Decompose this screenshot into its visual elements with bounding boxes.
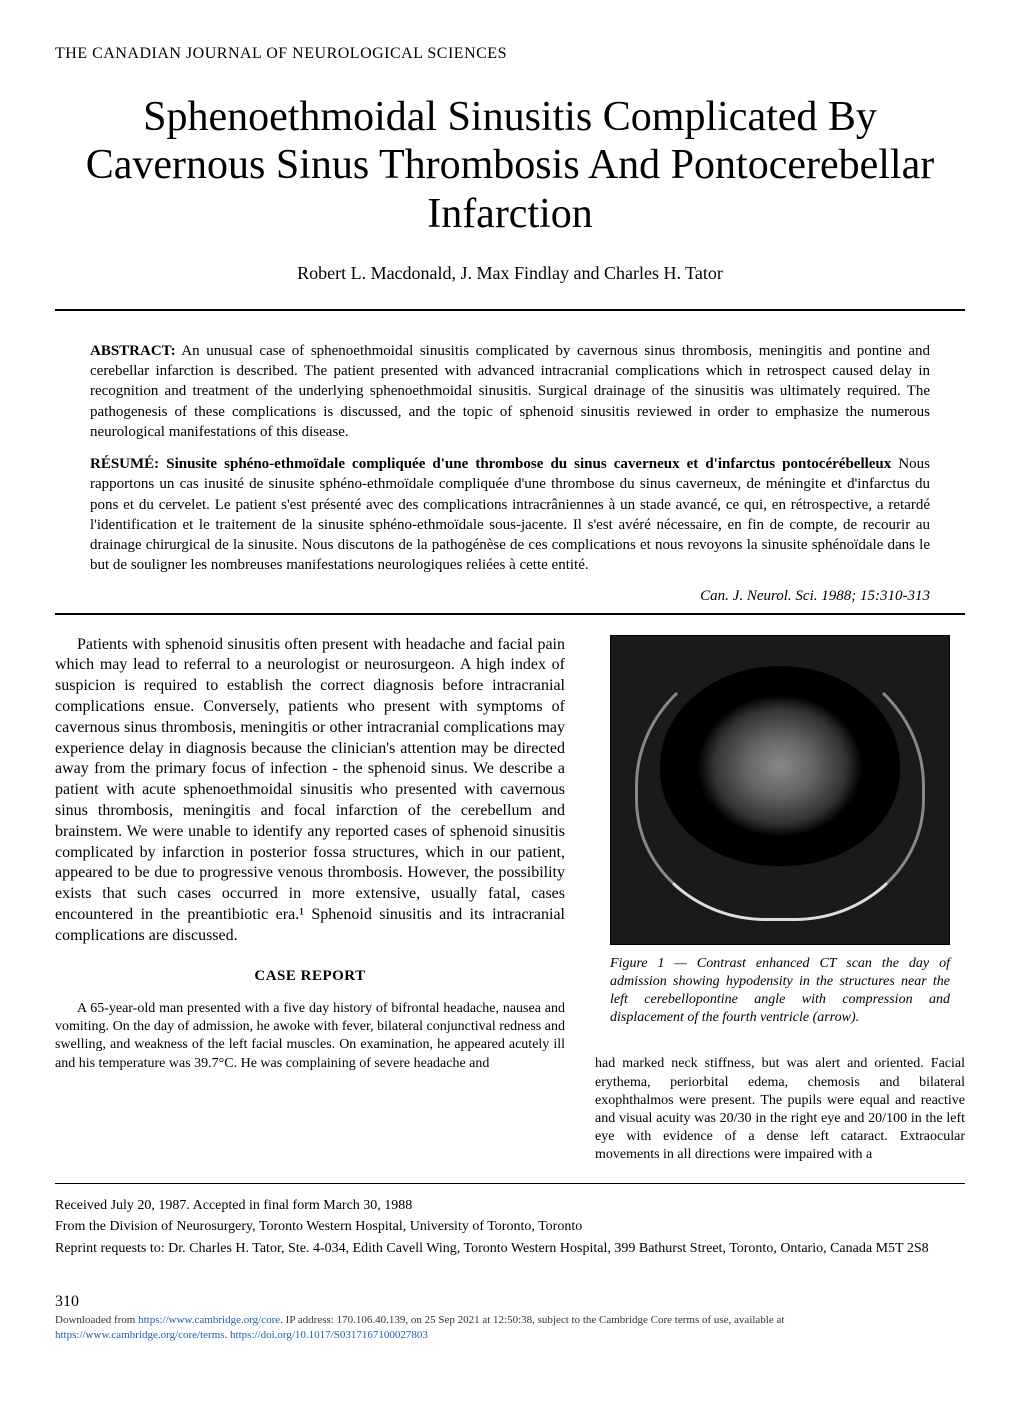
figure-ct-scan [610,635,950,945]
abstract-text: An unusual case of sphenoethmoidal sinus… [90,343,930,440]
cambridge-terms-link[interactable]: https://www.cambridge.org/core/terms [55,1329,225,1341]
from-line: From the Division of Neurosurgery, Toron… [55,1217,965,1237]
authors: Robert L. Macdonald, J. Max Findlay and … [55,263,965,284]
resume-paragraph: RÉSUMÉ: Sinusite sphéno-ethmoïdale compl… [90,454,930,576]
intro-paragraph: Patients with sphenoid sinusitis often p… [55,635,565,947]
case-report-right-text: had marked neck stiffness, but was alert… [595,1055,965,1164]
cambridge-core-link[interactable]: https://www.cambridge.org/core [138,1314,280,1326]
resume-label: RÉSUMÉ: [90,456,159,472]
resume-title: Sinusite sphéno-ethmoïdale compliquée d'… [166,456,891,472]
case-report-left-text: A 65-year-old man presented with a five … [55,1000,565,1073]
figure-caption: Figure 1 — Contrast enhanced CT scan the… [595,955,965,1028]
main-content: Patients with sphenoid sinusitis often p… [55,635,965,1165]
page-number: 310 [55,1293,965,1311]
divider-top [55,309,965,311]
reprint-line: Reprint requests to: Dr. Charles H. Tato… [55,1239,965,1259]
article-title: Sphenoethmoidal Sinusitis Complicated By… [55,93,965,238]
case-report-heading: CASE REPORT [55,967,565,987]
received-date: Received July 20, 1987. Accepted in fina… [55,1196,965,1216]
doi-link[interactable]: https://doi.org/10.1017/S031716710002780… [230,1329,428,1341]
abstract-paragraph: ABSTRACT: An unusual case of sphenoethmo… [90,341,930,442]
ct-brain-image [660,666,900,866]
download-notice: Downloaded from https://www.cambridge.or… [55,1313,965,1342]
divider-footer [55,1183,965,1184]
journal-name: THE CANADIAN JOURNAL OF NEUROLOGICAL SCI… [55,45,965,63]
download-prefix: Downloaded from [55,1314,138,1326]
right-column: Figure 1 — Contrast enhanced CT scan the… [595,635,965,1165]
divider-mid [55,613,965,615]
citation: Can. J. Neurol. Sci. 1988; 15:310-313 [55,588,965,605]
footer-info: Received July 20, 1987. Accepted in fina… [55,1196,965,1259]
resume-text: Nous rapportons un cas inusité de sinusi… [90,456,930,573]
left-column: Patients with sphenoid sinusitis often p… [55,635,565,1165]
abstract-label: ABSTRACT: [90,343,176,359]
abstract-section: ABSTRACT: An unusual case of sphenoethmo… [55,341,965,576]
download-mid: . IP address: 170.106.40.139, on 25 Sep … [280,1314,784,1326]
